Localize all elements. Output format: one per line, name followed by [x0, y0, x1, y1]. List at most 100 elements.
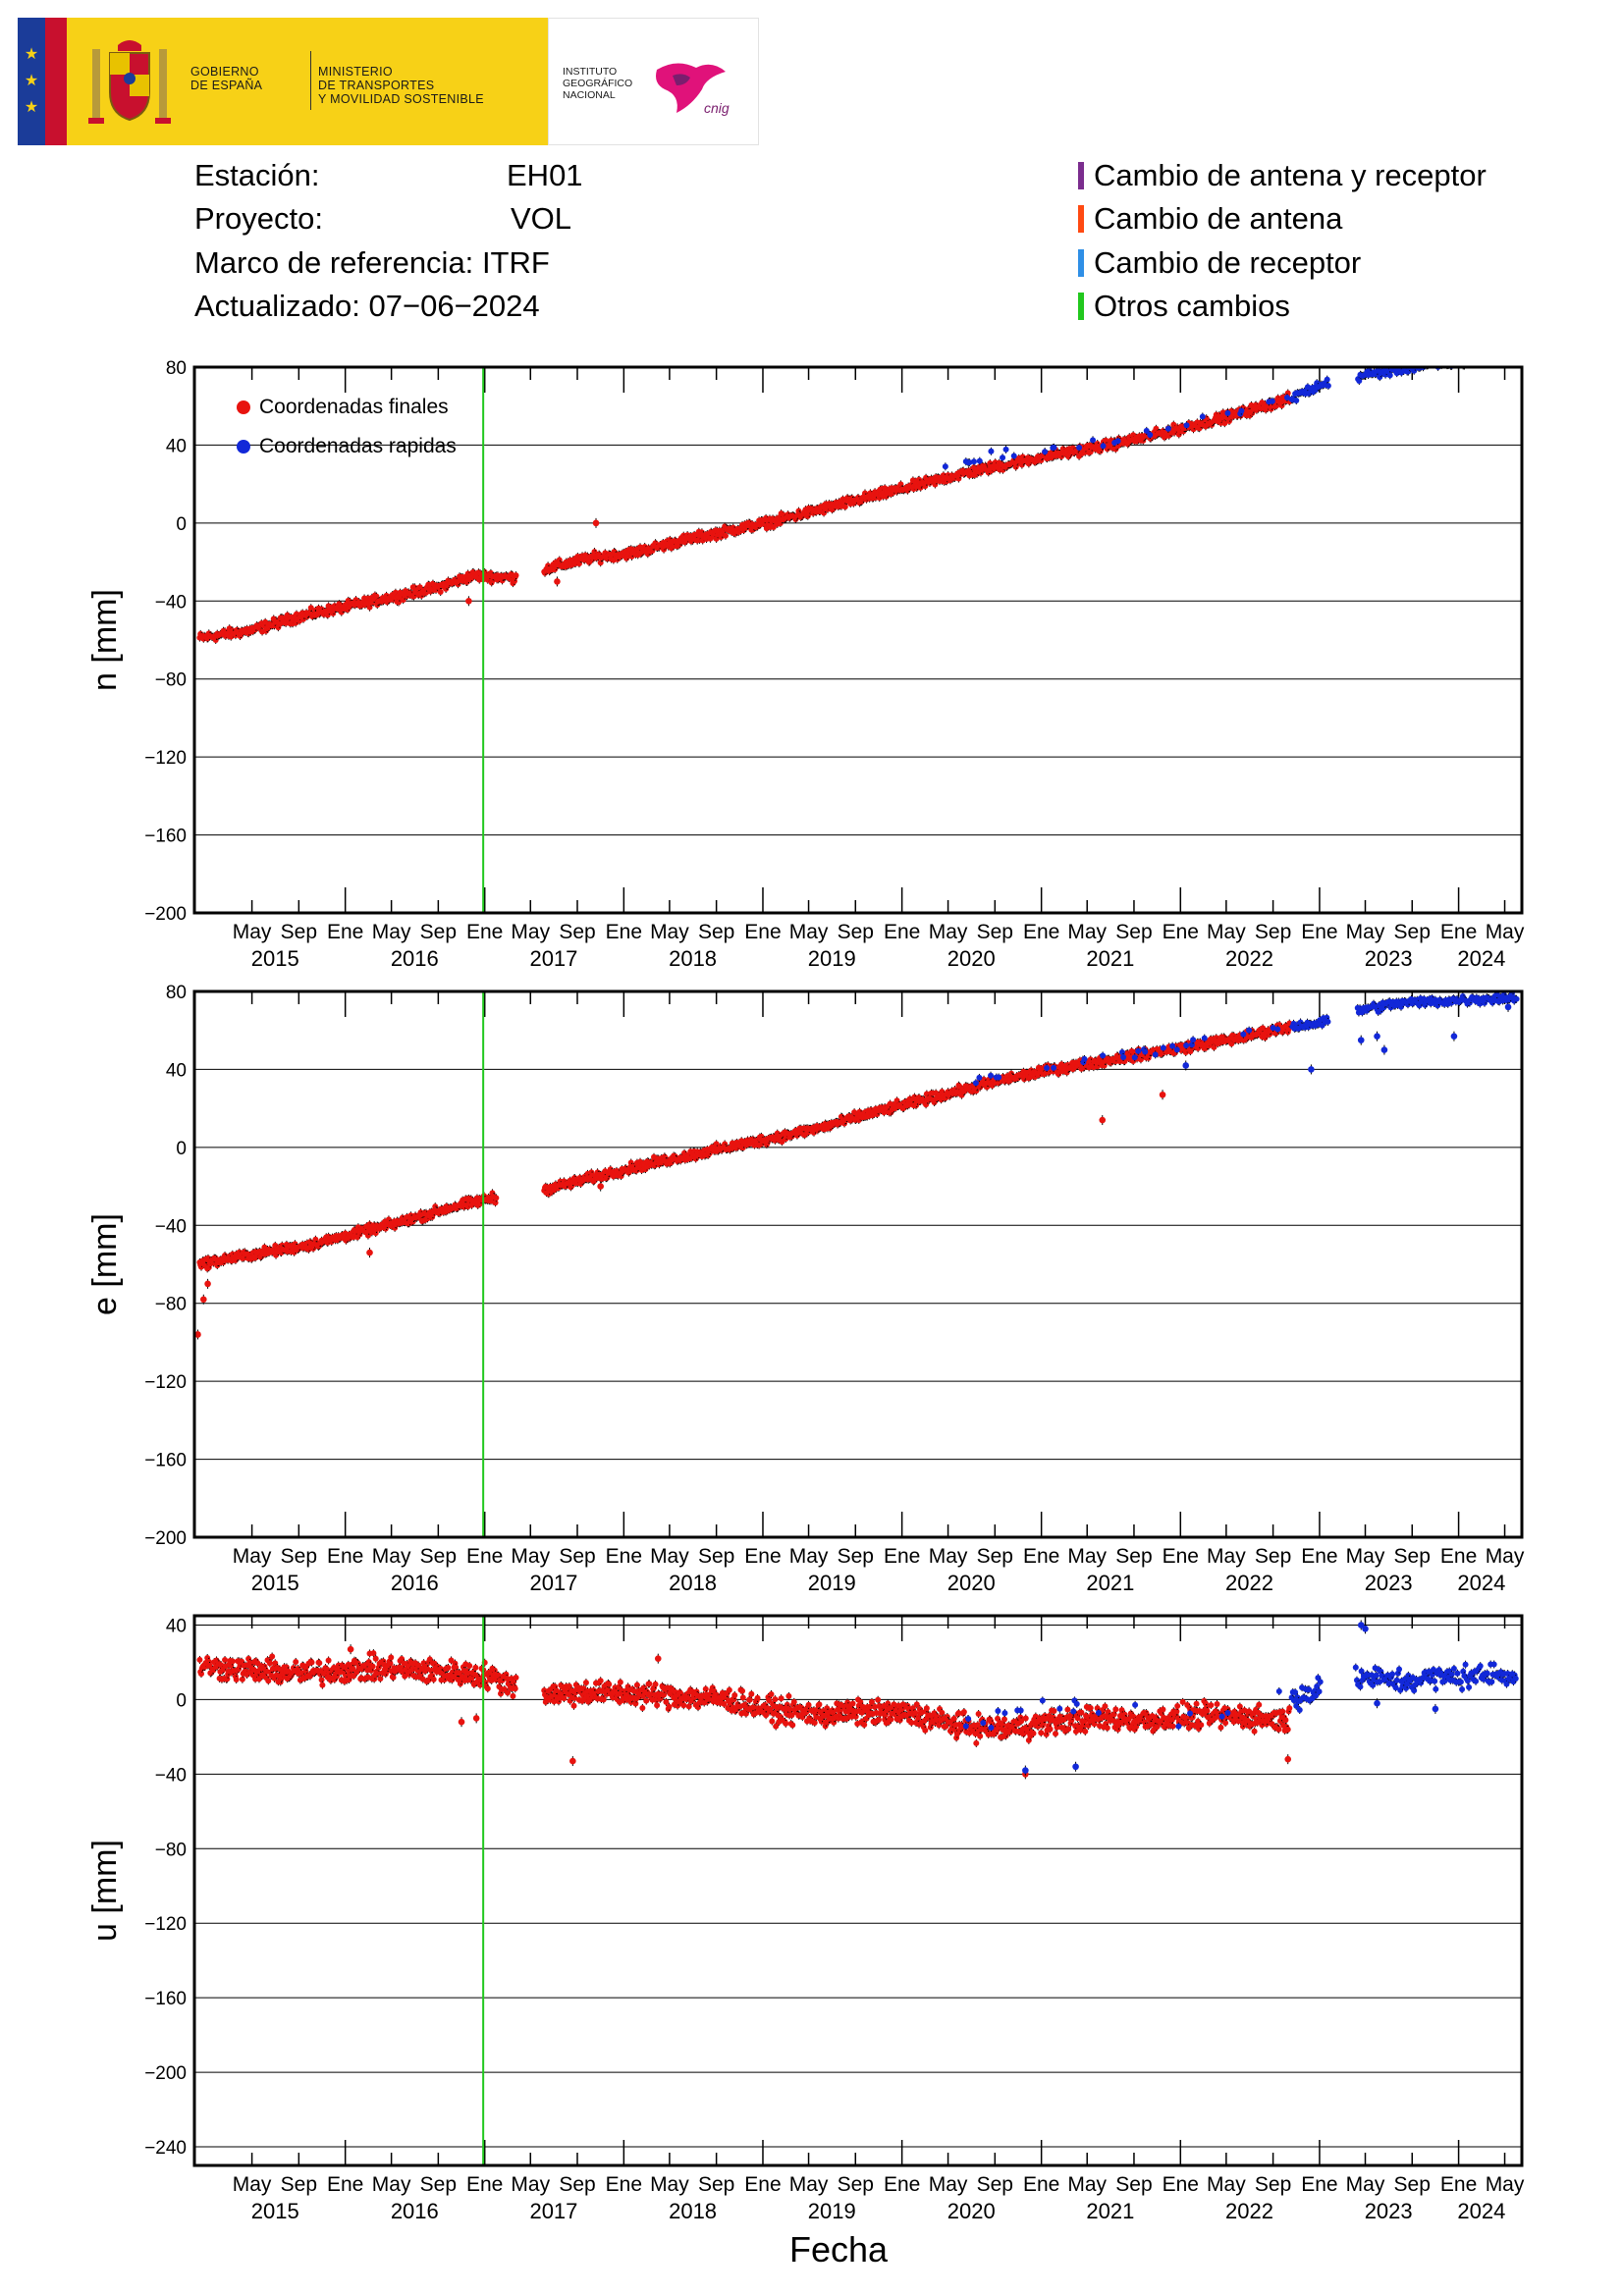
data-point [1501, 354, 1507, 360]
x-tick-label: Sep [559, 921, 595, 943]
x-year-label: 2022 [1225, 946, 1273, 971]
legend-label: Cambio de antena [1094, 201, 1343, 236]
data-point [1432, 357, 1437, 363]
ign-name-line: GEOGRÁFICO [563, 78, 633, 89]
x-tick-label: Sep [1115, 921, 1152, 943]
data-point [1492, 354, 1498, 360]
data-point [1480, 356, 1486, 362]
x-year-label: 2021 [1086, 946, 1134, 971]
data-point [1423, 359, 1429, 365]
x-tick-label: May [1067, 921, 1107, 943]
data-point [1473, 358, 1479, 364]
x-tick-label: May [1207, 921, 1246, 943]
x-tick-label: May [789, 1545, 829, 1568]
data-point [1436, 360, 1442, 366]
data-point [1502, 352, 1508, 358]
x-tick-label: May [1346, 921, 1385, 943]
x-year-label: 2019 [808, 1571, 856, 1595]
x-tick-label: Ene [466, 1545, 503, 1568]
legend-entry: Coordenadas rapidas [259, 435, 457, 457]
data-point [1513, 356, 1519, 362]
x-year-label: 2024 [1457, 946, 1505, 971]
x-tick-label: Sep [281, 1545, 317, 1568]
x-tick-label: Ene [466, 921, 503, 943]
data-point [1293, 398, 1300, 404]
data-point [722, 532, 729, 539]
data-point [1459, 355, 1465, 361]
data-point [1100, 443, 1107, 450]
y-tick-label: 80 [166, 358, 187, 379]
data-point [513, 572, 519, 579]
x-tick-label: Sep [838, 921, 874, 943]
data-point [1440, 359, 1446, 365]
data-point [1430, 360, 1435, 366]
ign-name: INSTITUTO GEOGRÁFICO NACIONAL [563, 66, 632, 101]
series-final [194, 1019, 1293, 1340]
x-tick-label: May [1486, 1545, 1525, 1568]
legend-label: Cambio de antena y receptor [1094, 158, 1487, 192]
y-tick-label: 40 [166, 1060, 187, 1081]
chart-legend: Coordenadas finales Coordenadas rapidas [237, 396, 457, 457]
data-point [1010, 453, 1017, 459]
legend-marker [237, 440, 250, 454]
x-year-label: 2015 [251, 1571, 299, 1595]
y-tick-label: 0 [176, 514, 187, 535]
data-point [1470, 358, 1476, 364]
data-point [1284, 390, 1291, 397]
y-tick-label: 40 [166, 436, 187, 456]
data-point [841, 504, 848, 510]
data-point [1437, 359, 1443, 365]
x-tick-label: May [789, 921, 829, 943]
x-year-label: 2017 [529, 946, 577, 971]
x-tick-label: May [1207, 1545, 1246, 1568]
x-year-label: 2023 [1365, 946, 1413, 971]
star-icon: ★ [24, 99, 39, 116]
data-point [1482, 353, 1488, 359]
y-tick-label: 80 [166, 983, 187, 1003]
x-tick-label: Ene [606, 1545, 642, 1568]
spain-flag-stripe [45, 18, 67, 145]
x-tick-label: Sep [698, 921, 734, 943]
data-point [1505, 356, 1511, 362]
data-point [1496, 356, 1502, 362]
y-tick-label: −40 [155, 1216, 187, 1237]
y-tick-label: 0 [176, 1139, 187, 1159]
legend-entry: Coordenadas finales [259, 396, 449, 418]
data-point [1512, 355, 1518, 361]
data-point [592, 519, 600, 527]
x-year-label: 2018 [669, 1571, 717, 1595]
data-point [1510, 357, 1516, 363]
data-point [1484, 354, 1489, 360]
data-point [1090, 437, 1097, 444]
x-tick-label: Sep [420, 1545, 457, 1568]
x-tick-label: Sep [977, 921, 1013, 943]
x-tick-label: Sep [1394, 1545, 1431, 1568]
data-point [1488, 355, 1493, 361]
data-point [1456, 360, 1462, 366]
project-label: Proyecto: [194, 201, 323, 236]
data-points [196, 352, 1519, 644]
x-tick-label: Ene [884, 1545, 920, 1568]
ign-name-line: NACIONAL [563, 89, 616, 101]
data-point [1143, 427, 1150, 434]
x-tick-label: Ene [1301, 1545, 1337, 1568]
data-point [1114, 438, 1121, 445]
y-tick-label: −200 [144, 1528, 187, 1549]
legend-label: Otros cambios [1094, 289, 1290, 323]
data-point [1487, 357, 1492, 363]
data-point [1488, 355, 1494, 361]
frame-row: Marco de referencia: ITRF [194, 241, 550, 285]
x-year-label: 2018 [669, 946, 717, 971]
data-point [1224, 409, 1231, 416]
legend-color-bar [1078, 293, 1084, 320]
x-tick-label: Sep [698, 1545, 734, 1568]
y-axis-label: n [mm] [86, 589, 124, 691]
x-tick-label: May [650, 1545, 689, 1568]
x-tick-label: May [929, 921, 968, 943]
ign-name-line: INSTITUTO [563, 66, 618, 78]
data-point [1356, 378, 1363, 385]
data-point [1486, 358, 1491, 364]
station-value: EH01 [507, 158, 583, 192]
x-tick-label: Ene [1301, 921, 1337, 943]
